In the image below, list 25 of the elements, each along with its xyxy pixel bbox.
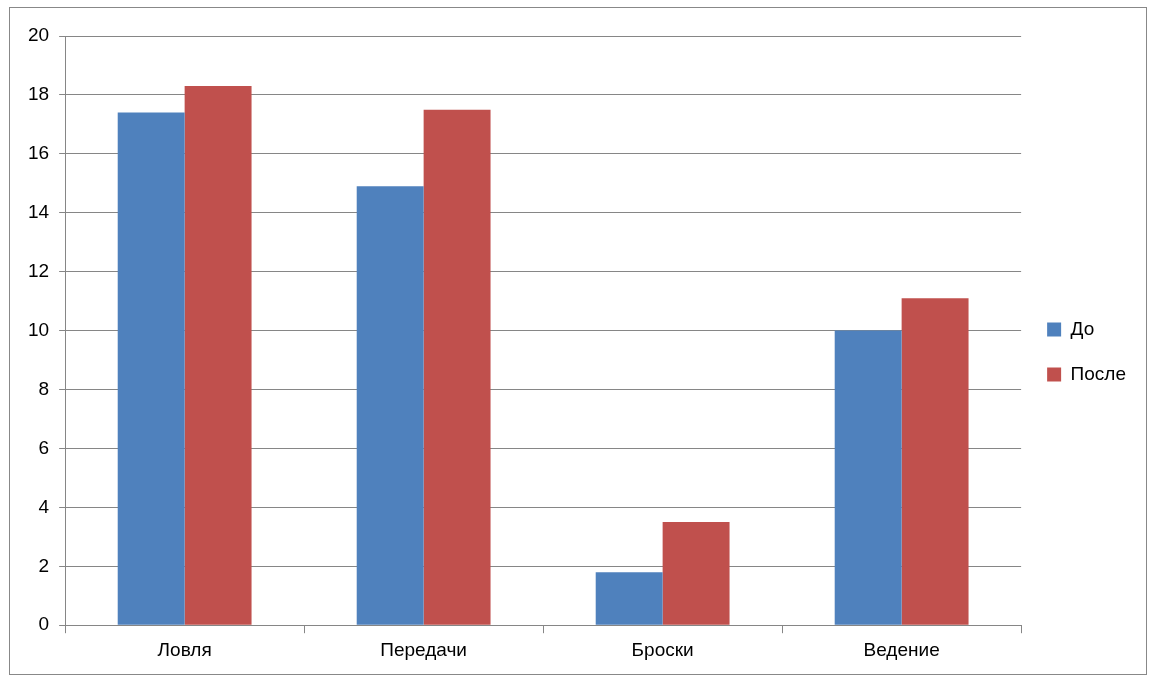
y-tick-label: 10 <box>27 318 50 340</box>
y-tick-label: 8 <box>38 377 50 399</box>
y-tick-label: 18 <box>27 83 50 105</box>
x-tick-label: Ловля <box>157 638 212 660</box>
x-tick-label: Броски <box>631 638 694 660</box>
y-tick-label: 20 <box>27 24 50 46</box>
bar <box>423 109 491 625</box>
bar <box>834 330 902 625</box>
y-tick-label: 6 <box>38 436 50 458</box>
bar <box>901 298 969 625</box>
bar <box>662 522 730 625</box>
y-tick-label: 14 <box>27 200 50 222</box>
y-tick-label: 12 <box>27 259 50 281</box>
bar <box>184 86 252 625</box>
y-tick-label: 2 <box>38 554 50 576</box>
bar <box>595 572 663 625</box>
bar <box>117 112 185 625</box>
x-tick-label: Передачи <box>380 638 467 660</box>
y-tick-label: 4 <box>38 495 50 517</box>
y-tick-label: 0 <box>38 613 50 635</box>
legend-label: До <box>1070 317 1095 339</box>
x-tick-label: Ведение <box>863 638 940 660</box>
bar <box>356 186 424 625</box>
legend-label: После <box>1070 362 1127 384</box>
y-tick-label: 16 <box>27 142 50 164</box>
